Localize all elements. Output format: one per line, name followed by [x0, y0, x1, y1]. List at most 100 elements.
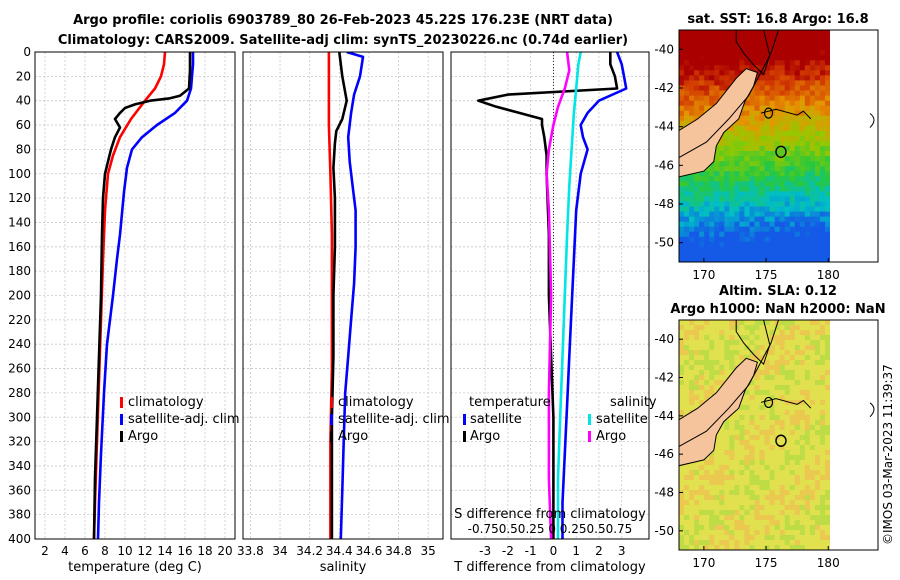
map-cell: [819, 370, 826, 376]
map-cell: [759, 385, 766, 391]
map-cell: [694, 495, 700, 501]
map-cell: [724, 236, 730, 243]
map-cell: [779, 80, 786, 86]
map-cell: [729, 55, 735, 61]
x-tick-label: 16: [177, 544, 192, 558]
map-cell: [779, 151, 786, 157]
map-cell: [784, 350, 791, 356]
map-cell: [794, 515, 801, 521]
map-cell: [779, 525, 786, 531]
map-cell: [719, 455, 725, 461]
map-cell: [814, 415, 821, 421]
map-cell: [684, 60, 690, 66]
map-cell: [764, 410, 771, 416]
map-cell: [814, 236, 821, 243]
map-cell: [759, 257, 766, 262]
map-cell: [789, 125, 796, 132]
map-cell: [764, 211, 771, 218]
map-cell: [744, 400, 750, 406]
map-cell: [769, 221, 776, 228]
map-cell: [809, 380, 816, 386]
map-cell: [714, 186, 720, 192]
map-cell: [809, 325, 816, 331]
map-cell: [724, 181, 730, 187]
map-cell: [789, 430, 796, 436]
map-cell: [734, 545, 740, 550]
map-cell: [759, 420, 766, 426]
legend-label-climatology: climatology: [338, 395, 414, 410]
map-cell: [684, 211, 690, 218]
map-cell: [749, 495, 756, 501]
map-cell: [809, 100, 816, 107]
map-cell: [714, 201, 720, 208]
map-cell: [689, 530, 695, 536]
sst-map-axes: 170 175 180-40-42-44-46-48-50: [654, 29, 879, 282]
map-cell: [734, 360, 740, 366]
map-cell: [714, 370, 720, 376]
map-cell: [744, 186, 750, 192]
map-cell: [744, 505, 750, 511]
map-cell: [794, 370, 801, 376]
map-cell: [819, 100, 826, 107]
map-cell: [814, 206, 821, 213]
map-cell: [704, 30, 710, 36]
map-cell: [814, 35, 821, 41]
map-cell: [754, 151, 761, 157]
map-cell: [825, 490, 830, 496]
map-cell: [744, 100, 750, 107]
map-cell: [679, 320, 685, 326]
map-cell: [769, 120, 776, 127]
map-cell: [734, 475, 740, 481]
map-cell: [814, 380, 821, 386]
map-cell: [784, 130, 791, 137]
map-cell: [794, 246, 801, 253]
map-cell: [799, 206, 806, 213]
map-cell: [779, 495, 786, 501]
map-cell: [729, 465, 735, 471]
map-cell: [804, 35, 811, 41]
map-cell: [679, 380, 685, 386]
map-cell: [724, 330, 730, 336]
map-cell: [679, 80, 685, 86]
map-cell: [825, 535, 830, 541]
map-cell: [825, 515, 830, 521]
map-cell: [739, 430, 745, 436]
map-cell: [764, 40, 771, 46]
map-cell: [794, 490, 801, 496]
map-cell: [809, 236, 816, 243]
map-cell: [754, 130, 761, 137]
map-cell: [744, 110, 750, 117]
map-cell: [789, 545, 796, 550]
map-cell: [769, 196, 776, 202]
map-cell: [784, 380, 791, 386]
map-cell: [694, 460, 700, 466]
series-line-salinity-argo: [545, 52, 571, 539]
map-cell: [825, 415, 830, 421]
map-cell: [799, 110, 806, 117]
map-cell: [759, 545, 766, 550]
map-cell: [794, 231, 801, 238]
map-cell: [809, 231, 816, 238]
map-cell: [749, 196, 756, 202]
map-cell: [734, 470, 740, 476]
map-cell: [814, 540, 821, 546]
map-cell: [684, 475, 690, 481]
map-cell: [699, 365, 705, 371]
map-cell: [714, 257, 720, 262]
map-cell: [709, 30, 715, 36]
map-cell: [809, 515, 816, 521]
map-cell: [769, 257, 776, 262]
map-cell: [684, 40, 690, 46]
y-tick-label: 100: [8, 167, 31, 181]
map-cell: [809, 246, 816, 253]
map-cell: [719, 540, 725, 546]
map-cell: [744, 545, 750, 550]
map-cell: [679, 485, 685, 491]
bathymetry-contour: [760, 108, 812, 120]
map-cell: [699, 176, 705, 182]
map-cell: [694, 325, 700, 331]
map-cell: [694, 115, 700, 122]
map-cell: [759, 445, 766, 451]
map-cell: [774, 450, 781, 456]
map-cell: [769, 355, 776, 361]
